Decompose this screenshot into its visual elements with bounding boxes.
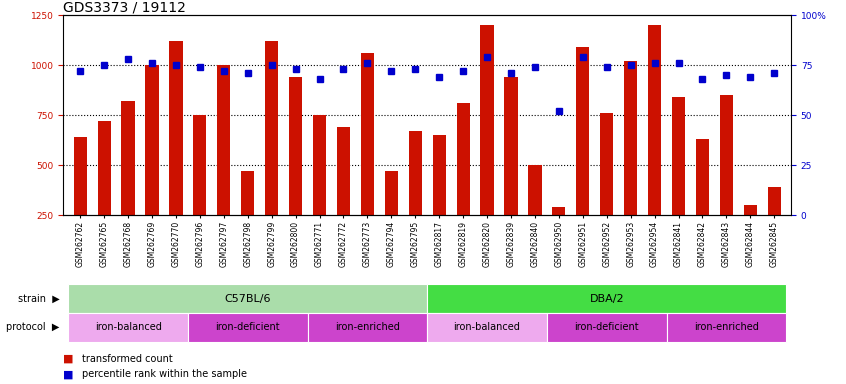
Bar xyxy=(308,313,427,342)
Bar xyxy=(720,95,733,265)
Text: iron-deficient: iron-deficient xyxy=(216,322,280,333)
Text: iron-balanced: iron-balanced xyxy=(95,322,162,333)
Text: iron-enriched: iron-enriched xyxy=(335,322,400,333)
Bar xyxy=(193,115,206,265)
Bar xyxy=(188,313,308,342)
Text: strain  ▶: strain ▶ xyxy=(18,293,60,304)
Bar xyxy=(547,313,667,342)
Bar xyxy=(432,135,446,265)
Text: C57BL/6: C57BL/6 xyxy=(224,293,271,304)
Bar xyxy=(360,53,374,265)
Bar xyxy=(217,65,230,265)
Bar xyxy=(696,139,709,265)
Text: transformed count: transformed count xyxy=(82,354,173,364)
Bar xyxy=(504,77,518,265)
Text: percentile rank within the sample: percentile rank within the sample xyxy=(82,369,247,379)
Bar xyxy=(241,171,255,265)
Bar xyxy=(552,207,565,265)
Text: iron-balanced: iron-balanced xyxy=(453,322,520,333)
Text: iron-deficient: iron-deficient xyxy=(574,322,639,333)
Bar xyxy=(122,101,135,265)
Bar xyxy=(146,65,158,265)
Bar xyxy=(313,115,326,265)
Bar xyxy=(289,77,302,265)
Bar xyxy=(672,97,685,265)
Bar xyxy=(97,121,111,265)
Bar xyxy=(427,284,786,313)
Bar xyxy=(767,187,781,265)
Bar xyxy=(457,103,470,265)
Bar xyxy=(667,313,786,342)
Text: ■: ■ xyxy=(63,354,74,364)
Bar xyxy=(648,25,662,265)
Bar xyxy=(576,47,590,265)
Bar xyxy=(74,137,87,265)
Bar xyxy=(481,25,494,265)
Bar xyxy=(409,131,422,265)
Bar xyxy=(600,113,613,265)
Bar xyxy=(624,61,637,265)
Bar xyxy=(265,41,278,265)
Text: ■: ■ xyxy=(63,369,74,379)
Text: DBA/2: DBA/2 xyxy=(590,293,624,304)
Bar xyxy=(337,127,350,265)
Bar xyxy=(385,171,398,265)
Bar xyxy=(427,313,547,342)
Bar xyxy=(69,284,427,313)
Bar xyxy=(529,165,541,265)
Text: protocol  ▶: protocol ▶ xyxy=(7,322,60,333)
Text: GDS3373 / 19112: GDS3373 / 19112 xyxy=(63,0,186,14)
Text: iron-enriched: iron-enriched xyxy=(694,322,759,333)
Bar xyxy=(744,205,757,265)
Bar xyxy=(69,313,188,342)
Bar xyxy=(169,41,183,265)
